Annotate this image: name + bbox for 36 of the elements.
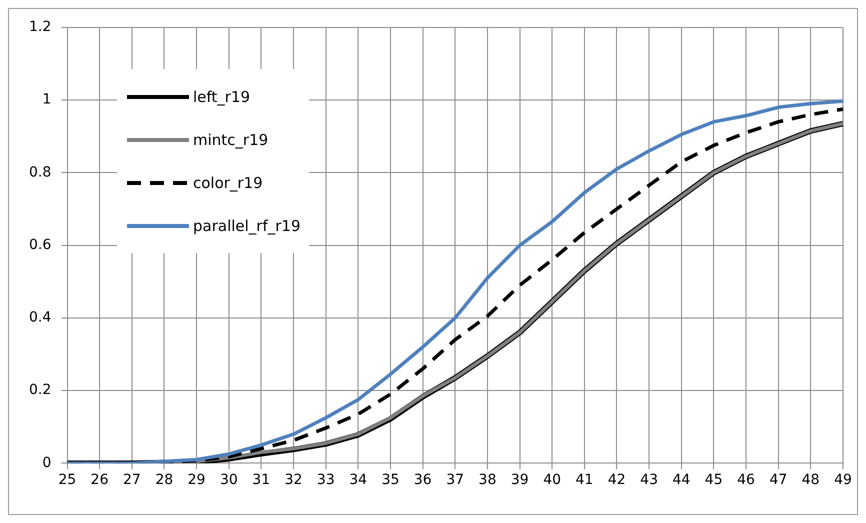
legend-label: parallel_rf_r19 [193, 216, 301, 234]
x-tick-label: 28 [155, 472, 174, 488]
y-tick-label: 0 [42, 454, 52, 471]
x-tick-label: 42 [608, 472, 626, 488]
x-tick-label: 33 [316, 472, 335, 488]
y-tick-label: 0.2 [29, 382, 52, 398]
x-tick-label: 47 [769, 472, 788, 488]
x-tick-label: 35 [382, 472, 400, 488]
x-tick-label: 32 [284, 472, 302, 488]
x-tick-label: 30 [220, 472, 238, 488]
x-tick-label: 38 [478, 472, 496, 488]
x-tick-label: 37 [446, 472, 464, 488]
y-tick-label: 1 [42, 92, 52, 108]
x-tick-label: 40 [543, 472, 562, 488]
y-tick-label: 0.6 [29, 236, 52, 253]
x-tick-label: 46 [737, 472, 756, 488]
x-tick-label: 44 [672, 472, 690, 488]
x-tick-label: 26 [90, 472, 109, 488]
x-tick-label: 27 [122, 472, 141, 488]
legend-label: mintc_r19 [193, 130, 268, 148]
x-tick-label: 34 [349, 472, 368, 488]
x-tick-label: 41 [576, 472, 594, 488]
x-tick-label: 25 [58, 472, 76, 488]
x-tick-label: 29 [188, 472, 206, 488]
x-tick-label: 39 [510, 472, 529, 488]
x-tick-label: 36 [414, 472, 432, 488]
legend-label: left_r19 [193, 88, 250, 106]
x-tick-label: 48 [802, 472, 820, 488]
y-tick-label: 0.8 [29, 164, 52, 180]
x-tick-label: 43 [640, 472, 658, 488]
x-tick-label: 45 [704, 472, 723, 488]
y-tick-label: 0.4 [29, 310, 52, 326]
legend-label: color_r19 [193, 174, 263, 192]
x-tick-label: 31 [252, 472, 270, 488]
x-tick-label: 49 [834, 472, 852, 488]
y-tick-label: 1.2 [29, 19, 52, 36]
